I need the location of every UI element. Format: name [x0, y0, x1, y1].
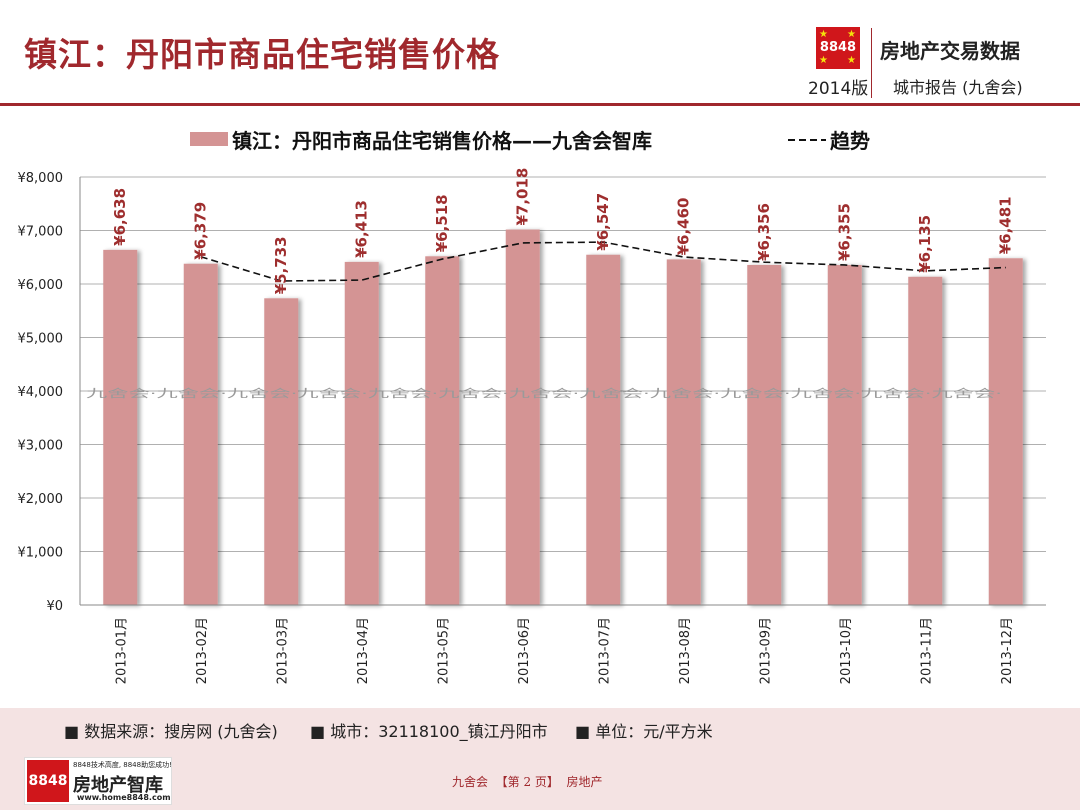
x-tick-label: 2013-02月 [195, 617, 210, 684]
bar [747, 265, 781, 605]
bar [264, 298, 298, 605]
legend-label-trend: 趋势 [830, 129, 870, 153]
bar [989, 258, 1023, 605]
bar [184, 264, 218, 605]
x-tick-label: 2013-01月 [114, 617, 129, 684]
bar [586, 255, 620, 605]
brand-logo-text: 8848 [820, 40, 856, 55]
page-title: 镇江：丹阳市商品住宅销售价格 [24, 28, 500, 76]
data-label: ¥7,018 [514, 168, 532, 226]
footnote-source: ■ 数据来源：搜房网 (九舍会) [64, 718, 278, 742]
x-tick-label: 2013-12月 [1000, 617, 1015, 684]
y-tick-label: ¥0 [46, 599, 63, 614]
brand-divider [871, 28, 872, 98]
y-tick-label: ¥7,000 [18, 225, 64, 240]
footer-logo: 8848 8848技术高度, 8848助您成功! 房地产智库 www.home8… [24, 757, 172, 805]
x-tick-label: 2013-04月 [356, 617, 371, 684]
bar [908, 277, 942, 605]
star-icon: ★ [847, 30, 856, 40]
data-label: ¥5,733 [272, 236, 290, 294]
star-icon: ★ [819, 30, 828, 40]
y-tick-label: ¥4,000 [18, 385, 64, 400]
data-label: ¥6,481 [997, 196, 1015, 254]
data-label: ¥6,413 [353, 200, 371, 258]
bar [667, 259, 701, 605]
y-tick-label: ¥2,000 [18, 492, 64, 507]
y-tick-label: ¥6,000 [18, 278, 64, 293]
data-label: ¥6,460 [675, 197, 693, 255]
page-footer: 九舍会 【第 2 页】 房地产 [452, 773, 603, 790]
data-label: ¥6,135 [916, 215, 934, 273]
bar [425, 256, 459, 605]
footer-logo-badge: 8848 [27, 760, 69, 802]
y-tick-label: ¥5,000 [18, 332, 64, 347]
bar [103, 250, 137, 605]
x-tick-label: 2013-11月 [919, 617, 934, 684]
brand-year: 2014版 [808, 74, 868, 99]
chart: 九舍会·九舍会·九舍会·九舍会·九舍会·九舍会·九舍会·九舍会·九舍会·九舍会·… [0, 106, 1080, 706]
data-label: ¥6,356 [755, 203, 773, 261]
x-tick-label: 2013-06月 [517, 617, 532, 684]
data-label: ¥6,379 [192, 202, 210, 260]
footnote-city: ■ 城市：32118100_镇江丹阳市 [310, 718, 548, 742]
brand-logo: ★ ★ ★ ★ 8848 [816, 27, 860, 69]
y-tick-label: ¥3,000 [18, 439, 64, 454]
x-tick-label: 2013-09月 [758, 617, 773, 684]
legend-label-bar: 镇江：丹阳市商品住宅销售价格——九舍会智库 [232, 129, 652, 153]
brand-title: 房地产交易数据 [880, 35, 1020, 64]
legend-swatch-bar [190, 132, 228, 146]
footer-logo-url: www.home8848.com [77, 793, 171, 802]
star-icon: ★ [847, 56, 856, 66]
x-tick-label: 2013-10月 [839, 617, 854, 684]
brand-subtitle: 城市报告 (九舍会) [893, 74, 1023, 98]
y-tick-label: ¥8,000 [18, 171, 64, 186]
footer-logo-tagline: 8848技术高度, 8848助您成功! [73, 760, 172, 770]
bar [828, 265, 862, 605]
y-tick-label: ¥1,000 [18, 546, 64, 561]
data-label: ¥6,355 [836, 203, 854, 261]
x-tick-label: 2013-03月 [275, 617, 290, 684]
bar [506, 230, 540, 605]
data-label: ¥6,518 [433, 194, 451, 252]
bar [345, 262, 379, 605]
data-label: ¥6,547 [594, 193, 612, 251]
data-label: ¥6,638 [111, 188, 129, 246]
star-icon: ★ [819, 56, 828, 66]
footnote-unit: ■ 单位：元/平方米 [575, 718, 713, 742]
x-tick-label: 2013-07月 [597, 617, 612, 684]
watermark-text: 九舍会·九舍会·九舍会·九舍会·九舍会·九舍会·九舍会·九舍会·九舍会·九舍会·… [86, 386, 1002, 400]
x-tick-label: 2013-08月 [678, 617, 693, 684]
x-tick-label: 2013-05月 [436, 617, 451, 684]
